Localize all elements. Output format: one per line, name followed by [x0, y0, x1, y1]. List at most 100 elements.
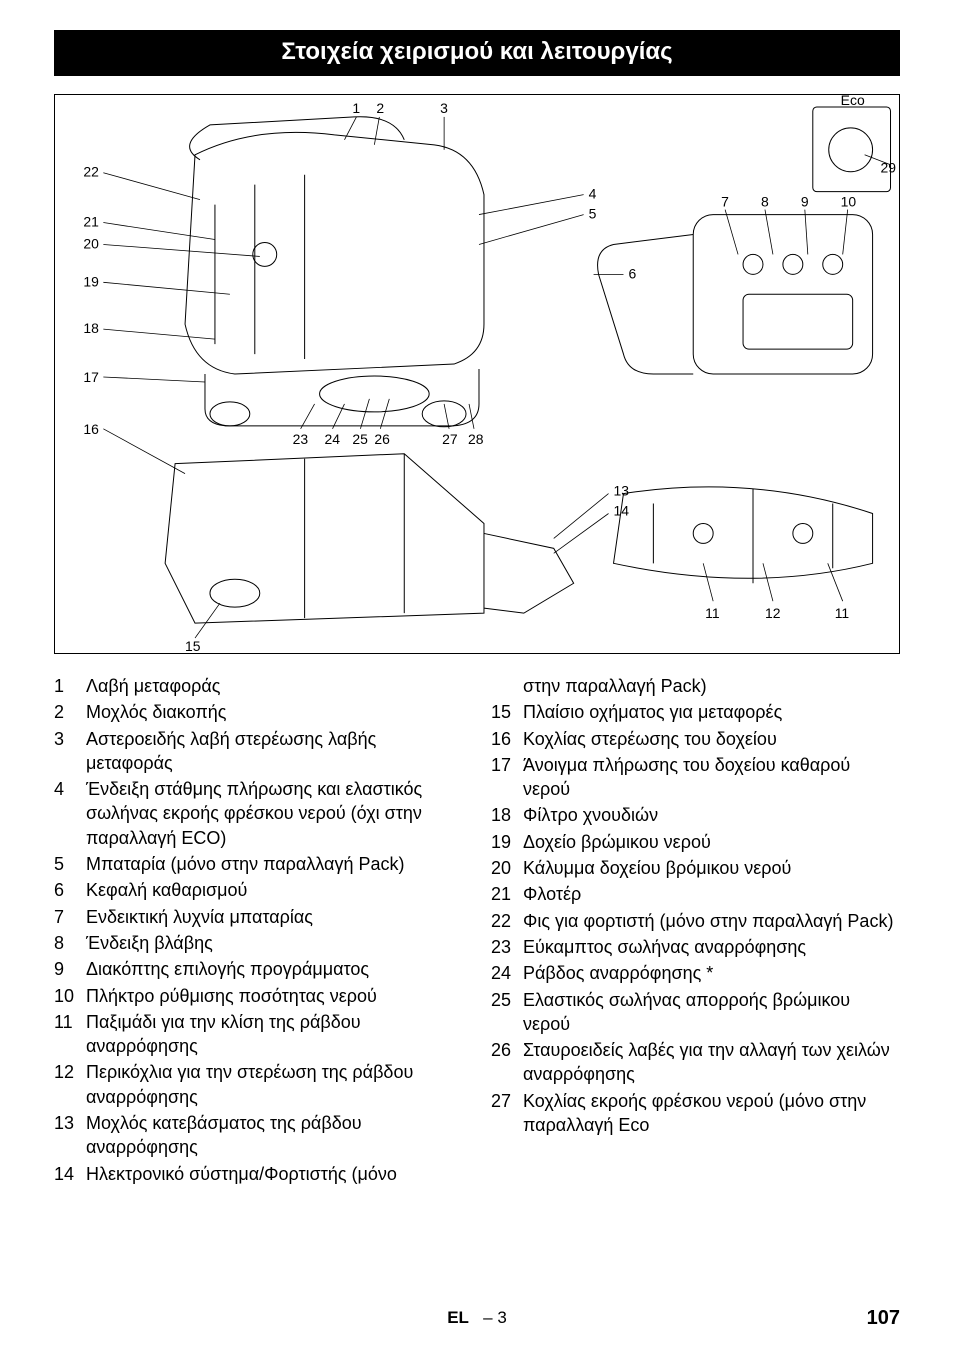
list-item-number: 21: [491, 882, 523, 906]
list-item-number: 23: [491, 935, 523, 959]
list-item: 6Κεφαλή καθαρισμού: [54, 878, 463, 902]
list-item-number: 5: [54, 852, 86, 876]
list-item-text: Παξιμάδι για την κλίση της ράβδου αναρρό…: [86, 1010, 463, 1059]
list-item-text: Ηλεκτρονικό σύστημα/Φορτιστής (μόνο: [86, 1162, 463, 1186]
footer: EL – 3: [0, 1308, 954, 1328]
callout-19: 19: [83, 273, 99, 289]
callout-8: 8: [761, 194, 769, 210]
callout-4: 4: [589, 186, 597, 202]
callout-29: 29: [881, 160, 897, 176]
list-item-number: 1: [54, 674, 86, 698]
callout-12: 12: [765, 605, 781, 621]
callout-7: 7: [721, 194, 729, 210]
list-item-text: Κοχλίας στερέωσης του δοχείου: [523, 727, 900, 751]
list-item: 23Εύκαμπτος σωλήνας αναρρόφησης: [491, 935, 900, 959]
list-item-number: 18: [491, 803, 523, 827]
callout-28: 28: [468, 431, 484, 447]
list-item-text: Πλήκτρο ρύθμισης ποσότητας νερού: [86, 984, 463, 1008]
eco-label: Eco: [841, 95, 865, 108]
list-item-number: 19: [491, 830, 523, 854]
list-item: 3Αστεροειδής λαβή στερέωσης λαβής μεταφο…: [54, 727, 463, 776]
list-item-text: Ράβδος αναρρόφησης *: [523, 961, 900, 985]
list-item: 14Ηλεκτρονικό σύστημα/Φορτιστής (μόνο: [54, 1162, 463, 1186]
list-item: 9Διακόπτης επιλογής προγράμματος: [54, 957, 463, 981]
list-item: 27Κοχλίας εκροής φρέσκου νερού (μόνο στη…: [491, 1089, 900, 1138]
list-item-number: 17: [491, 753, 523, 802]
list-item: 10Πλήκτρο ρύθμισης ποσότητας νερού: [54, 984, 463, 1008]
callout-21: 21: [83, 214, 99, 230]
list-item: 18Φίλτρο χνουδιών: [491, 803, 900, 827]
callout-18: 18: [83, 320, 99, 336]
list-item-number: 13: [54, 1111, 86, 1160]
callout-14: 14: [614, 502, 630, 518]
list-item-text: Ενδεικτική λυχνία μπαταρίας: [86, 905, 463, 929]
list-item-number: 11: [54, 1010, 86, 1059]
callout-22: 22: [83, 164, 99, 180]
list-item-number: 25: [491, 988, 523, 1037]
list-item-number: 20: [491, 856, 523, 880]
callout-16: 16: [83, 421, 99, 437]
list-item-number: 14: [54, 1162, 86, 1186]
page-number: 107: [867, 1307, 900, 1330]
callout-27: 27: [442, 431, 458, 447]
list-item: 25Ελαστικός σωλήνας απορροής βρώμικου νε…: [491, 988, 900, 1037]
list-item-text: Ελαστικός σωλήνας απορροής βρώμικου νερο…: [523, 988, 900, 1037]
list-item: 2Μοχλός διακοπής: [54, 700, 463, 724]
list-item-number: 6: [54, 878, 86, 902]
list-item: 11Παξιμάδι για την κλίση της ράβδου αναρ…: [54, 1010, 463, 1059]
list-item: 19Δοχείο βρώμικου νερού: [491, 830, 900, 854]
list-item: 4Ένδειξη στάθμης πλήρωσης και ελαστικός …: [54, 777, 463, 850]
list-item-number: 26: [491, 1038, 523, 1087]
list-item-text: Λαβή μεταφοράς: [86, 674, 463, 698]
callout-11a: 11: [705, 605, 720, 621]
list-item-text: Άνοιγμα πλήρωσης του δοχείου καθαρού νερ…: [523, 753, 900, 802]
list-item-number: 22: [491, 909, 523, 933]
parts-list-right: στην παραλλαγή Pack)15Πλαίσιο οχήματος γ…: [491, 674, 900, 1188]
list-item-text: Πλαίσιο οχήματος για μεταφορές: [523, 700, 900, 724]
list-item: 17Άνοιγμα πλήρωσης του δοχείου καθαρού ν…: [491, 753, 900, 802]
list-item-text: Φλοτέρ: [523, 882, 900, 906]
list-item: 24Ράβδος αναρρόφησης *: [491, 961, 900, 985]
list-item-text: Μπαταρία (μόνο στην παραλλαγή Pack): [86, 852, 463, 876]
list-item: 5Μπαταρία (μόνο στην παραλλαγή Pack): [54, 852, 463, 876]
list-item-text: Σταυροειδείς λαβές για την αλλαγή των χε…: [523, 1038, 900, 1087]
list-item-number: 15: [491, 700, 523, 724]
list-item-number: 8: [54, 931, 86, 955]
parts-list: 1Λαβή μεταφοράς2Μοχλός διακοπής 3Αστεροει…: [54, 674, 900, 1188]
list-item-text: Εύκαμπτος σωλήνας αναρρόφησης: [523, 935, 900, 959]
list-item-text: Αστεροειδής λαβή στερέωσης λαβής μεταφορ…: [86, 727, 463, 776]
list-item-text: Κάλυμμα δοχείου βρόμικου νερού: [523, 856, 900, 880]
list-item: 12Περικόχλια για την στερέωση της ράβδου…: [54, 1060, 463, 1109]
list-item: 8Ένδειξη βλάβης: [54, 931, 463, 955]
list-item: 21Φλοτέρ: [491, 882, 900, 906]
list-item: 1Λαβή μεταφοράς: [54, 674, 463, 698]
list-item: 20Κάλυμμα δοχείου βρόμικου νερού: [491, 856, 900, 880]
list-item-number: 10: [54, 984, 86, 1008]
callout-26: 26: [374, 431, 390, 447]
list-item-number: 3: [54, 727, 86, 776]
callout-6: 6: [628, 265, 636, 281]
list-item-number: 9: [54, 957, 86, 981]
footer-local-page: 3: [497, 1308, 506, 1327]
list-item: 26Σταυροειδείς λαβές για την αλλαγή των …: [491, 1038, 900, 1087]
callout-25: 25: [352, 431, 368, 447]
list-item-text: Κεφαλή καθαρισμού: [86, 878, 463, 902]
list-item-text: Ένδειξη βλάβης: [86, 931, 463, 955]
footer-sep: –: [483, 1308, 492, 1327]
callout-2: 2: [376, 100, 384, 116]
parts-diagram: 22 21 20 19 18 17 16 1 2 3 4 5 6 7 8 9 1…: [54, 94, 900, 654]
callout-11b: 11: [835, 605, 850, 621]
list-item: 15Πλαίσιο οχήματος για μεταφορές: [491, 700, 900, 724]
list-item-number: 16: [491, 727, 523, 751]
list-item-number: 7: [54, 905, 86, 929]
list-item-text: Μοχλός κατεβάσματος της ράβδου αναρρόφησ…: [86, 1111, 463, 1160]
list-item: 22Φις για φορτιστή (μόνο στην παραλλαγή …: [491, 909, 900, 933]
section-title: Στοιχεία χειρισμού και λειτουργίας: [54, 30, 900, 76]
callout-24: 24: [325, 431, 341, 447]
list-item-text: Περικόχλια για την στερέωση της ράβδου α…: [86, 1060, 463, 1109]
list-item-number: 4: [54, 777, 86, 850]
callout-15: 15: [185, 638, 201, 653]
list-item-text: Φις για φορτιστή (μόνο στην παραλλαγή Pa…: [523, 909, 900, 933]
list-item-number: 24: [491, 961, 523, 985]
callout-20: 20: [83, 235, 99, 251]
